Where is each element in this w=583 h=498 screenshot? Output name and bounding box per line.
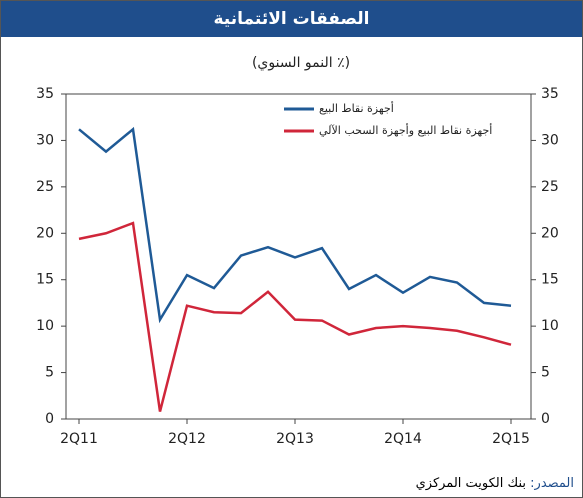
x-tick-label: 2Q12 [168,431,206,447]
source-text: بنك الكويت المركزي [415,476,527,491]
y2-tick-label: 30 [541,132,559,148]
y-tick-label: 20 [36,225,54,241]
chart-subtitle: (٪ النمو السنوي) [252,55,350,71]
chart-title: الصفقات الائتمانية [1,1,582,37]
y2-tick-label: 35 [541,86,559,102]
y-tick-label: 10 [36,318,54,334]
source-label: المصدر: [530,476,574,491]
series-line [78,126,512,324]
y-tick-label: 30 [36,132,54,148]
x-tick-label: 2Q11 [60,431,98,447]
legend-label: أجهزة نقاط البيع [319,101,394,115]
y2-tick-label: 20 [541,225,559,241]
plot-frame [65,93,532,420]
source: المصدر: بنك الكويت المركزي [416,476,574,491]
legend-label: أجهزة نقاط البيع وأجهزة السحب الآلي [319,123,492,137]
y2-tick-label: 5 [541,365,550,381]
x-tick-label: 2Q13 [276,431,314,447]
y-tick-label: 25 [36,179,54,195]
y2-tick-label: 25 [541,179,559,195]
series-line [78,221,512,412]
y2-tick-label: 15 [541,272,559,288]
y-tick-label: 0 [45,411,54,427]
x-tick-label: 2Q14 [384,431,422,447]
y-tick-label: 5 [45,365,54,381]
y2-tick-label: 10 [541,318,559,334]
y-tick-label: 35 [36,86,54,102]
y-tick-label: 15 [36,272,54,288]
x-tick-label: 2Q15 [492,431,530,447]
y2-tick-label: 0 [541,411,550,427]
